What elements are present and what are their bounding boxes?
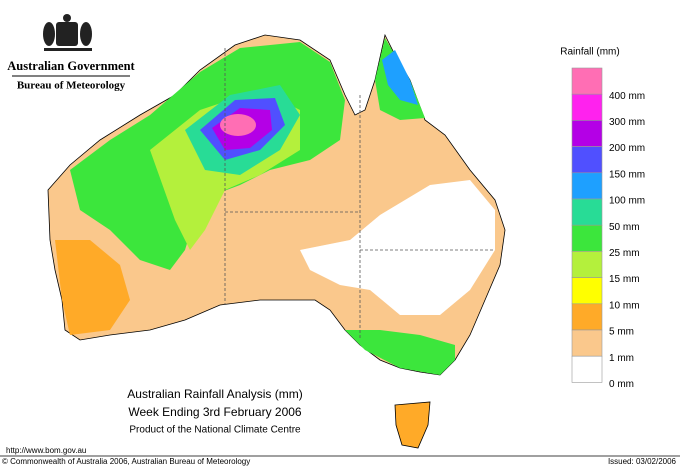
legend-label: 300 mm [609, 117, 645, 128]
footer-copyright: © Commonwealth of Australia 2006, Austra… [2, 457, 250, 466]
map-subtitle: Week Ending 3rd February 2006 [128, 405, 302, 419]
legend-swatch [571, 93, 603, 121]
dry-region [300, 180, 495, 315]
legend-swatch [571, 303, 603, 331]
legend-label: 10 mm [609, 300, 640, 311]
legend-label: 25 mm [609, 248, 640, 259]
legend-swatch [571, 355, 603, 383]
legend-swatch [571, 329, 603, 357]
legend-label: 100 mm [609, 196, 645, 207]
footer-url: http://www.bom.gov.au [6, 446, 86, 455]
legend-swatch [571, 198, 603, 226]
cape-york-blue [382, 50, 418, 105]
legend-label: 1 mm [609, 353, 634, 364]
legend-label: 200 mm [609, 143, 645, 154]
legend-swatch [571, 146, 603, 174]
map-title: Australian Rainfall Analysis (mm) [127, 387, 302, 401]
footer-issued: Issued: 03/02/2006 [608, 457, 677, 466]
legend-swatch [571, 67, 603, 95]
legend-label: 50 mm [609, 222, 640, 233]
state-borders [224, 48, 495, 340]
legend-label: 5 mm [609, 327, 634, 338]
legend-label: 150 mm [609, 169, 645, 180]
legend-swatch [571, 251, 603, 278]
agency-name: Bureau of Meteorology [17, 80, 126, 92]
west-orange [55, 240, 130, 335]
map-credit: Product of the National Climate Centre [129, 425, 301, 436]
government-name: Australian Government [7, 59, 135, 73]
legend: 400 mm 300 mm 200 mm 150 mm 100 mm 50 mm 25 mm… [571, 67, 645, 390]
legend-swatch [571, 224, 603, 252]
legend-title: Rainfall (mm) [560, 47, 619, 58]
australia-map [47, 33, 506, 449]
peak-rainfall [220, 114, 256, 136]
legend-label: 400 mm [609, 91, 645, 102]
legend-swatch [571, 172, 603, 200]
legend-label: 15 mm [609, 274, 640, 285]
legend-swatch [571, 277, 603, 305]
legend-label: 0 mm [609, 379, 634, 390]
tasmania [394, 401, 431, 449]
south-east-green [345, 330, 455, 375]
legend-swatch [571, 120, 603, 147]
coat-of-arms [43, 14, 92, 51]
